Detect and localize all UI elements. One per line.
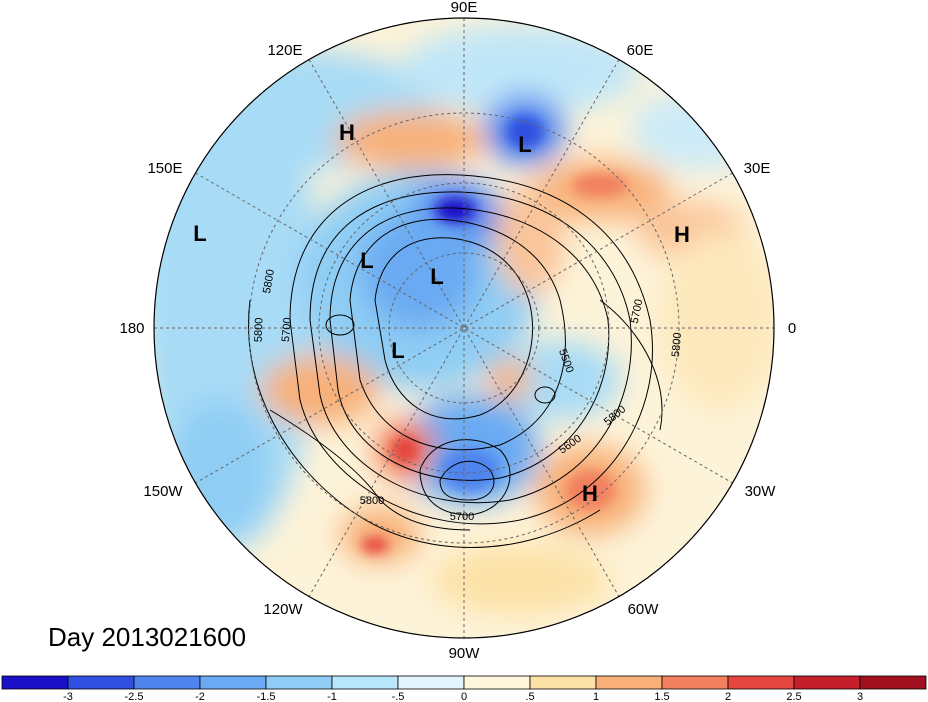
colorbar-tick-label: 3 xyxy=(857,691,863,702)
colorbar-segment xyxy=(397,675,465,690)
lon-label-60w: 60W xyxy=(628,601,660,618)
low-center-label: L xyxy=(518,132,531,157)
colorbar-tick-label: 1.5 xyxy=(654,691,669,702)
contour-label: 5800 xyxy=(261,268,277,294)
colorbar-tick-label: 2 xyxy=(725,691,731,702)
contour-label: 5800 xyxy=(253,317,266,342)
lon-label-60e: 60E xyxy=(627,42,654,59)
colorbar-segment xyxy=(529,675,597,690)
colorbar-tick-label: 0 xyxy=(461,691,467,702)
map-boundary xyxy=(153,17,775,639)
colorbar-segment xyxy=(331,675,399,690)
low-center-label: L xyxy=(391,338,404,363)
colorbar-tick-label: -3 xyxy=(63,691,73,702)
colorbar-segment xyxy=(67,675,135,690)
colorbar-segment xyxy=(727,675,795,690)
colorbar: -3 -2.5 -2 -1.5 -1 -.5 0 .5 1 1.5 2 2.5 3 xyxy=(1,675,927,702)
colorbar-segment xyxy=(1,675,69,690)
colorbar-segment xyxy=(463,675,531,690)
lon-label-150w: 150W xyxy=(143,483,183,500)
contour-label: 5700 xyxy=(629,298,646,324)
colorbar-tick-label: -2 xyxy=(195,691,205,702)
colorbar-segment xyxy=(661,675,729,690)
contour-label: 5800 xyxy=(360,495,384,507)
high-center-label: H xyxy=(339,120,355,145)
lon-label-90w: 90W xyxy=(449,645,481,662)
colorbar-tick-label: -.5 xyxy=(392,691,405,702)
low-center-label: L xyxy=(360,248,373,273)
contour-label: 5700 xyxy=(280,317,294,342)
contour-label: 5700 xyxy=(450,511,474,523)
date-label: Day 2013021600 xyxy=(48,622,246,652)
colorbar-tick-label: -1.5 xyxy=(257,691,276,702)
contour-label: 5800 xyxy=(670,332,684,357)
lon-label-30w: 30W xyxy=(745,483,777,500)
low-center-label: L xyxy=(193,221,206,246)
pressure-centers: H L L L H L L H xyxy=(193,120,690,506)
lon-label-180: 180 xyxy=(119,320,144,337)
longitude-labels: 90E 60E 30E 0 30W 60W 90W 120W 150W 180 … xyxy=(119,0,796,662)
lon-label-120e: 120E xyxy=(267,42,302,59)
colorbar-segment xyxy=(265,675,333,690)
high-center-label: H xyxy=(582,481,598,506)
colorbar-tick-label: .5 xyxy=(525,691,534,702)
lon-label-90e: 90E xyxy=(451,0,478,16)
high-center-label: H xyxy=(674,222,690,247)
colorbar-segment xyxy=(133,675,201,690)
colorbar-segment xyxy=(595,675,663,690)
graticule xyxy=(154,18,774,638)
lon-label-150e: 150E xyxy=(147,160,182,177)
low-center-label: L xyxy=(430,264,443,289)
colorbar-segment xyxy=(859,675,927,690)
colorbar-segment xyxy=(199,675,267,690)
colorbar-tick-label: -2.5 xyxy=(125,691,144,702)
colorbar-tick-label: -1 xyxy=(327,691,337,702)
lon-label-120w: 120W xyxy=(263,601,303,618)
lon-label-30e: 30E xyxy=(744,160,771,177)
colorbar-segment xyxy=(793,675,861,690)
colorbar-tick-label: 1 xyxy=(593,691,599,702)
colorbar-tick-label: 2.5 xyxy=(786,691,801,702)
lon-label-0: 0 xyxy=(788,320,796,337)
